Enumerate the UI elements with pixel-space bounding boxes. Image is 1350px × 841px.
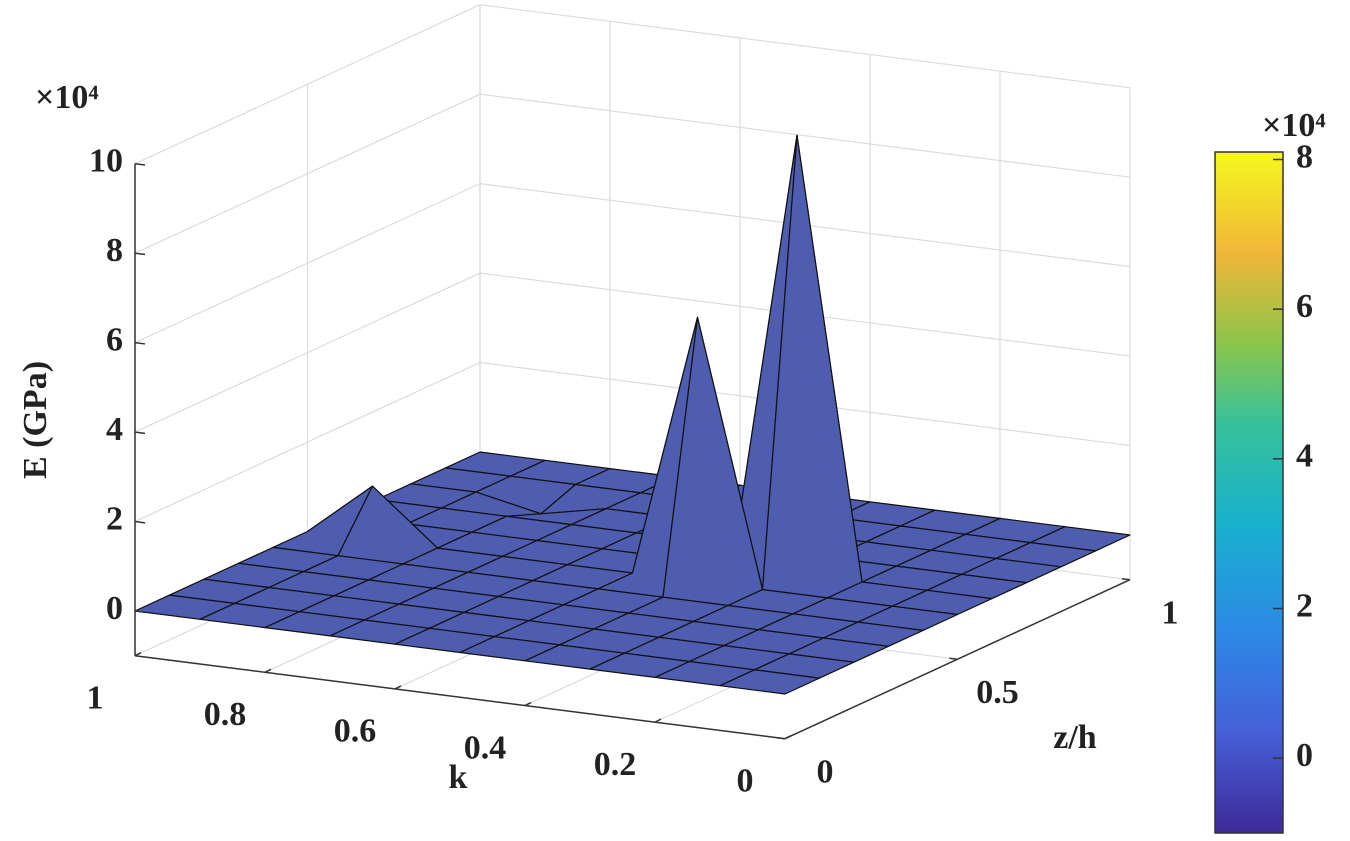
- colorbar-tick-label: 0: [1296, 737, 1313, 774]
- x-tick-label: 0.4: [464, 729, 507, 766]
- colorbar-tick-label: 4: [1296, 438, 1313, 475]
- z-exponent: ×10⁴: [35, 79, 99, 116]
- colorbar-tick-label: 6: [1296, 288, 1313, 325]
- tick-mark: [134, 162, 146, 166]
- x-axis-label: k: [449, 759, 468, 796]
- z-tick-label: 4: [106, 411, 123, 448]
- x-tick-label: 0.6: [334, 713, 377, 750]
- z-tick-label: 6: [106, 321, 123, 358]
- colorbar: [1214, 151, 1284, 834]
- x-tick-label: 0.2: [594, 746, 637, 783]
- x-tick-label: 0: [737, 763, 754, 800]
- y-tick-label: 0.5: [976, 674, 1019, 711]
- colorbar-exponent: ×10⁴: [1262, 107, 1326, 144]
- tick-mark: [134, 252, 146, 256]
- surface: [134, 134, 1131, 695]
- tick-mark: [134, 610, 146, 614]
- colorbar-tick-label: 2: [1296, 587, 1313, 624]
- grid-line: [479, 93, 1131, 178]
- tick-mark: [134, 520, 146, 524]
- x-tick-label: 1: [87, 680, 104, 717]
- z-tick-label: 8: [106, 232, 123, 269]
- z-tick-label: 10: [89, 143, 123, 180]
- grid-line: [479, 4, 1131, 89]
- y-tick-label: 1: [1162, 595, 1179, 632]
- colorbar-tick-label: 8: [1296, 138, 1313, 175]
- colorbar-ticks: 0 2 4 6 8: [1273, 138, 1313, 774]
- x-tick-label: 0.8: [204, 696, 247, 733]
- x-axis: [134, 654, 786, 740]
- tick-mark: [134, 431, 146, 435]
- tick-mark: [134, 341, 146, 345]
- z-tick-label: 2: [106, 500, 123, 537]
- y-axis: [784, 579, 1131, 740]
- z-tick-label: 0: [106, 590, 123, 627]
- z-axis-label: E (GPa): [17, 361, 54, 479]
- y-axis-label: z/h: [1053, 719, 1097, 756]
- y-tick-label: 0: [817, 754, 834, 791]
- surface-face: [719, 669, 821, 695]
